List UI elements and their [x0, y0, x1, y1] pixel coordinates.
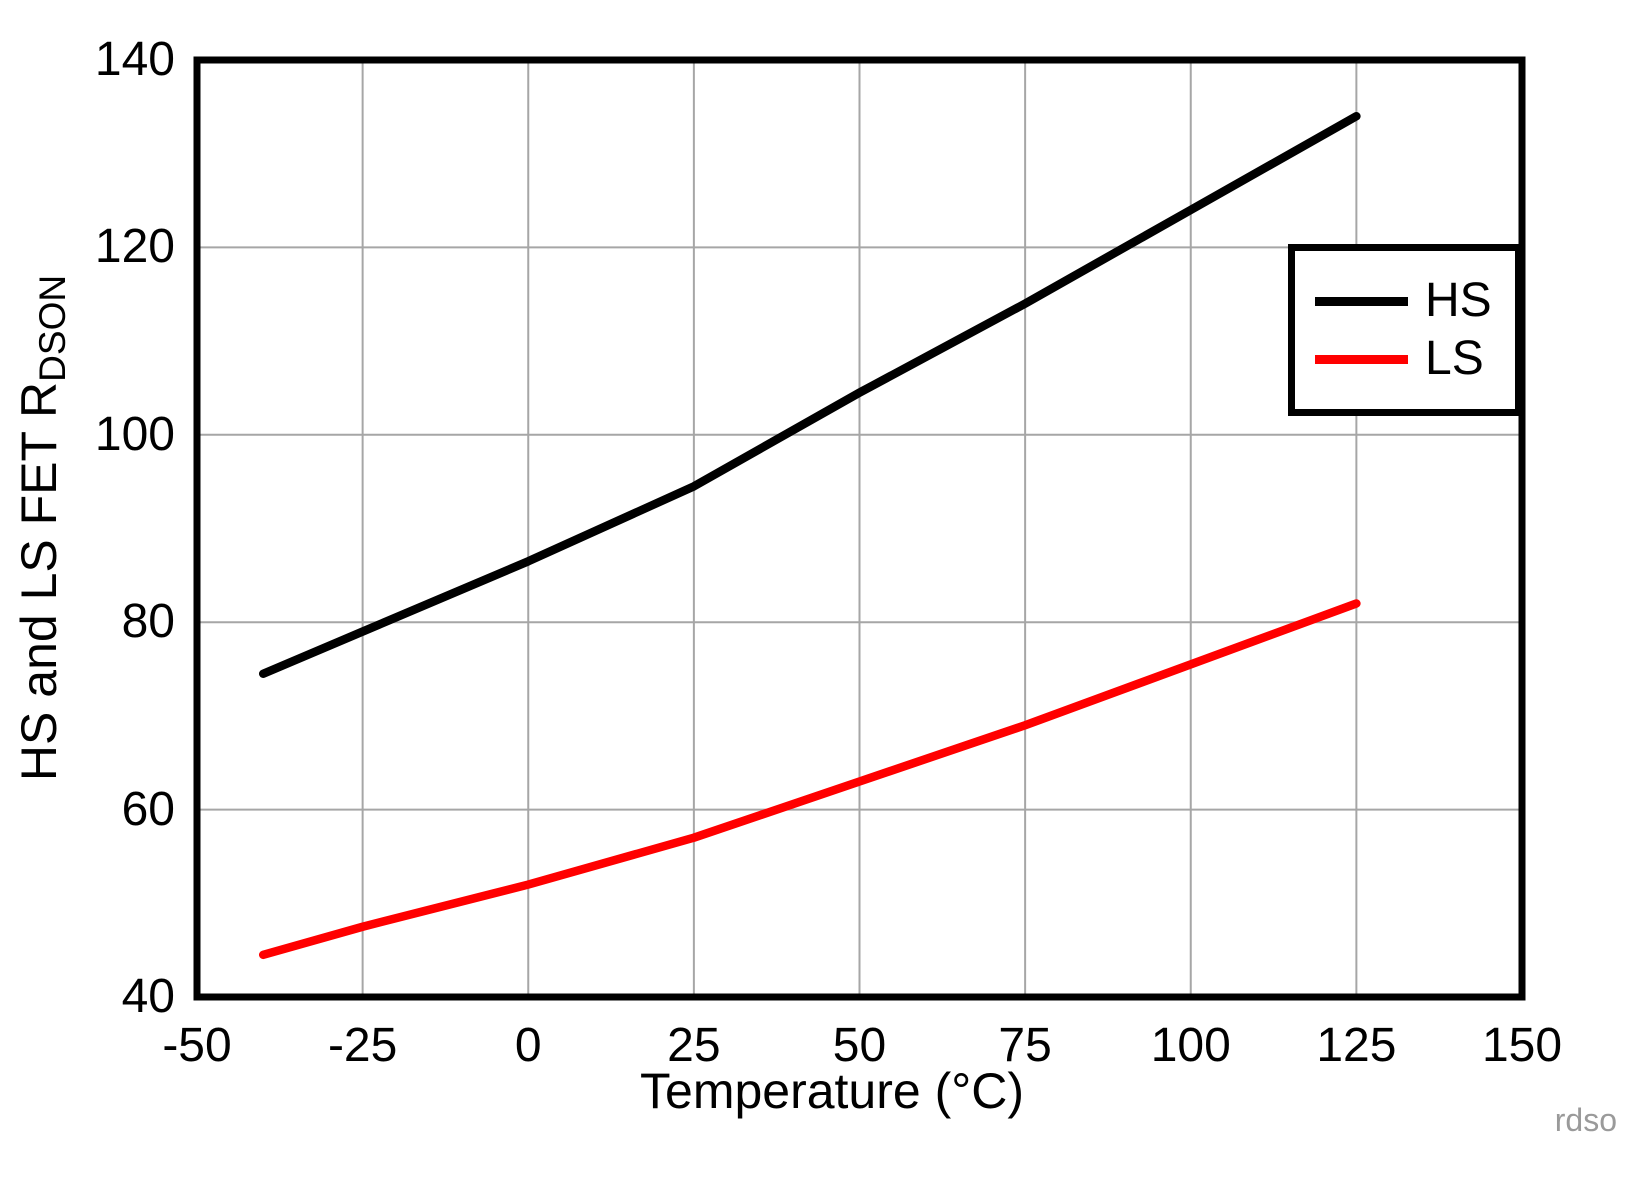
- legend-label-ls: LS: [1425, 332, 1484, 385]
- y-axis-title-subscript: DSON: [32, 274, 73, 382]
- y-tick-label: 60: [121, 782, 175, 836]
- y-tick-label: 120: [94, 220, 175, 274]
- legend-entry-hs: HS: [1295, 275, 1515, 327]
- x-tick-label: 0: [514, 1019, 542, 1072]
- hs-curve: [259, 111, 1361, 678]
- legend-label-hs: HS: [1425, 274, 1492, 327]
- x-tick-label: 75: [998, 1019, 1052, 1072]
- plot-frame: [193, 56, 1526, 1001]
- legend-entry-ls: LS: [1295, 333, 1515, 385]
- y-axis-title: HS and LS FET RDSON: [10, 275, 74, 781]
- x-tick-label: 125: [1316, 1019, 1397, 1072]
- x-tick-label: -25: [327, 1019, 398, 1072]
- x-tick-label: 150: [1481, 1019, 1563, 1072]
- y-tick-label: 40: [121, 970, 175, 1023]
- legend-box: HS LS: [1288, 244, 1522, 416]
- x-tick-label: 25: [667, 1019, 721, 1072]
- x-tick-label: -50: [162, 1019, 232, 1072]
- x-tick-label: 100: [1150, 1019, 1231, 1072]
- y-tick-label: 80: [121, 595, 175, 649]
- x-axis-title: Temperature (°C): [640, 1063, 1024, 1119]
- legend-swatch-hs: [1315, 296, 1408, 306]
- watermark-text: rdso: [1554, 1102, 1617, 1138]
- y-tick-label: 100: [94, 407, 175, 461]
- ls-curve: [259, 599, 1361, 960]
- x-tick-label: 50: [832, 1019, 887, 1072]
- y-tick-label: 140: [94, 33, 175, 86]
- legend-swatch-ls: [1315, 354, 1408, 364]
